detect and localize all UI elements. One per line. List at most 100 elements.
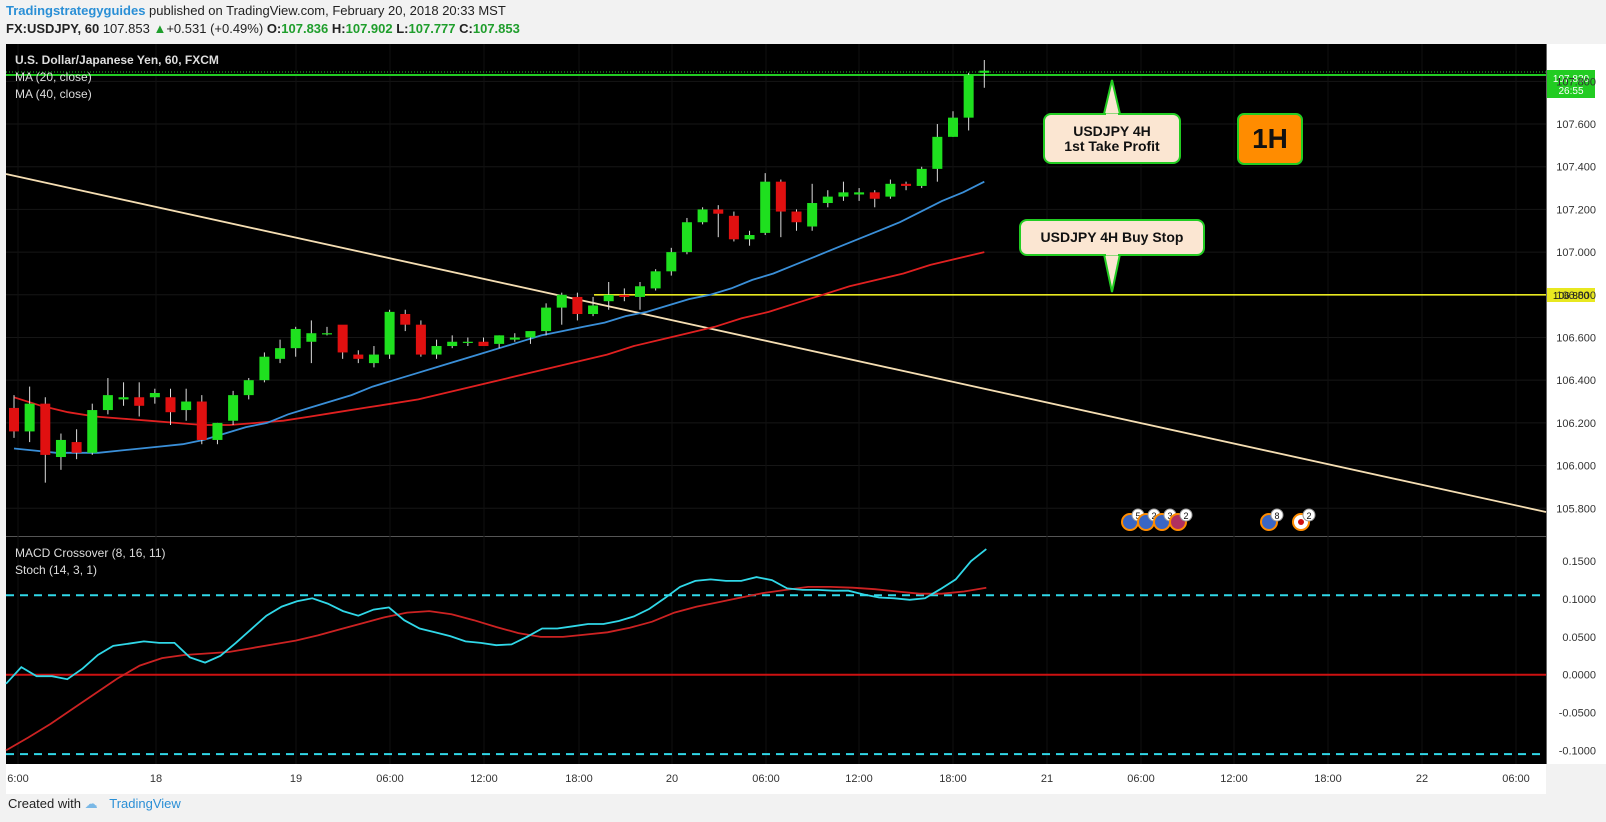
- candle-body: [400, 314, 411, 325]
- signal-line: [5, 586, 987, 752]
- footer: Created with ☁ TradingView: [8, 796, 181, 812]
- svg-text:2: 2: [1151, 511, 1156, 521]
- change-value: +0.531 (+0.49%): [166, 21, 264, 36]
- candle-body: [760, 181, 771, 233]
- price-tick-label: 107.400: [1556, 162, 1596, 174]
- take-profit-line2: 1st Take Profit: [1064, 138, 1160, 154]
- support-price-text: 106.800: [1553, 291, 1590, 302]
- open-label: O:: [266, 21, 282, 36]
- candle-body: [431, 346, 442, 355]
- event-badge[interactable]: 2: [1292, 508, 1316, 531]
- close-label: C:: [459, 21, 473, 36]
- candle-body: [572, 296, 583, 315]
- high-label: H:: [331, 21, 346, 36]
- candle-body: [541, 307, 552, 332]
- time-tick-label: 22: [1416, 773, 1428, 785]
- ma40-line: [13, 251, 985, 426]
- candle-body: [948, 117, 958, 137]
- candle-body: [102, 395, 113, 411]
- time-tick-label: 06:00: [1127, 773, 1155, 785]
- candle-body: [149, 392, 160, 398]
- descending-trendline: [5, 173, 1547, 513]
- candle-body: [854, 192, 865, 195]
- time-tick-label: 18:00: [939, 773, 967, 785]
- candle-body: [322, 333, 332, 335]
- macd-legend[interactable]: MACD Crossover (8, 16, 11): [15, 546, 166, 560]
- main-legend-title: U.S. Dollar/Japanese Yen, 60, FXCM: [15, 53, 219, 67]
- candle-body: [384, 311, 395, 355]
- resistance-price-tag: 107.830 26:55: [1547, 70, 1595, 98]
- time-tick-label: 06:00: [752, 773, 780, 785]
- candle-body: [744, 235, 755, 240]
- candle-body: [306, 333, 317, 342]
- svg-text:2: 2: [1306, 511, 1311, 521]
- candle-body: [462, 341, 473, 343]
- economic-events[interactable]: 5 2 3 2 8 2: [1121, 508, 1316, 531]
- candle-body: [869, 192, 880, 199]
- candle-body: [822, 196, 833, 204]
- candle-body: [728, 215, 739, 240]
- event-badge[interactable]: 2: [1169, 508, 1193, 531]
- candle-body: [415, 324, 426, 355]
- candle-body: [118, 397, 129, 400]
- candle-body: [775, 181, 786, 212]
- candle-body: [494, 335, 505, 344]
- candle-body: [666, 252, 677, 272]
- candle-body: [337, 324, 348, 353]
- time-tick-label: 18: [150, 773, 162, 785]
- candle-body: [478, 341, 489, 347]
- candle-body: [447, 341, 458, 347]
- candle-body: [228, 395, 239, 421]
- candle-body: [807, 203, 818, 227]
- low-value: 107.777: [408, 21, 456, 36]
- candle-body: [134, 397, 145, 406]
- ma40-legend[interactable]: MA (40, close): [15, 87, 92, 101]
- candle-body: [588, 305, 599, 315]
- candle-body: [196, 401, 207, 440]
- time-tick-label: 12:00: [1220, 773, 1248, 785]
- buy-stop-text: USDJPY 4H Buy Stop: [1041, 229, 1184, 245]
- macd-pane: [5, 548, 1546, 756]
- candle-body: [603, 294, 614, 302]
- take-profit-callout[interactable]: USDJPY 4H 1st Take Profit: [1043, 79, 1181, 164]
- time-tick-label: 06:00: [1502, 773, 1530, 785]
- candle-body: [963, 74, 974, 118]
- candle-body: [932, 136, 943, 169]
- price-tick-label: 107.200: [1556, 204, 1596, 216]
- candle-body: [916, 168, 927, 186]
- ma20-legend[interactable]: MA (20, close): [15, 70, 92, 84]
- resistance-countdown-text: 26:55: [1558, 86, 1583, 97]
- open-value: 107.836: [281, 21, 329, 36]
- timeframe-badge[interactable]: 1H: [1237, 113, 1303, 165]
- stoch-legend[interactable]: Stoch (14, 3, 1): [15, 563, 97, 577]
- candle-body: [165, 397, 176, 413]
- price-tick-label: 105.800: [1556, 503, 1596, 515]
- price-pane: [5, 44, 1547, 764]
- created-with-text: Created with: [8, 796, 81, 811]
- published-text: published on TradingView.com, February 2…: [145, 3, 506, 18]
- price-tick-label: 106.800: [1556, 290, 1596, 302]
- candle-body: [838, 192, 849, 197]
- candle-body: [525, 331, 536, 338]
- time-tick-label: 19: [290, 773, 302, 785]
- candle-body: [181, 401, 192, 411]
- event-badge[interactable]: 8: [1260, 508, 1284, 531]
- price-scale-background: [1546, 44, 1606, 764]
- svg-text:3: 3: [1167, 511, 1172, 521]
- up-triangle-icon: ▲: [153, 21, 167, 36]
- candle-body: [697, 209, 708, 223]
- svg-text:2: 2: [1183, 511, 1188, 521]
- macd-tick-label: -0.1000: [1559, 745, 1596, 757]
- price-tick-label: 106.000: [1556, 461, 1596, 473]
- low-label: L:: [396, 21, 409, 36]
- buy-stop-callout[interactable]: USDJPY 4H Buy Stop: [1019, 219, 1205, 293]
- high-value: 107.902: [345, 21, 393, 36]
- candle-body: [40, 403, 51, 455]
- symbol-quote-line: FX:USDJPY, 60 107.853 ▲+0.531 (+0.49%) O…: [6, 21, 520, 36]
- candle-body: [650, 271, 661, 289]
- author-link[interactable]: Tradingstrategyguides: [6, 3, 146, 18]
- tradingview-link[interactable]: TradingView: [109, 796, 181, 811]
- price-tick-label: 106.200: [1556, 418, 1596, 430]
- macd-line: [5, 548, 987, 685]
